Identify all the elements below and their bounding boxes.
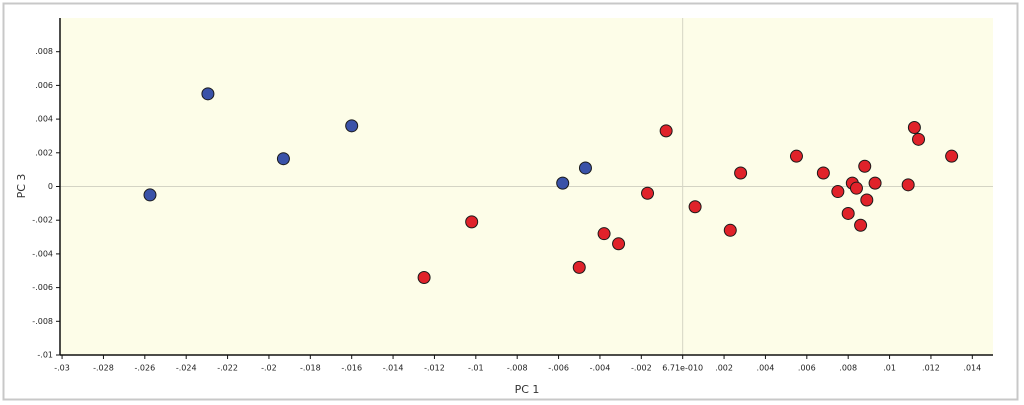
- x-tick-label: -.016: [341, 364, 362, 373]
- x-tick-label: -.012: [424, 364, 445, 373]
- point: [276, 152, 290, 166]
- point: [659, 124, 673, 138]
- point: [831, 185, 845, 199]
- y-tick-label: -.004: [32, 249, 53, 258]
- x-tick-label: -.004: [590, 364, 611, 373]
- point: [578, 161, 592, 175]
- point: [688, 200, 702, 214]
- x-tick-label: .006: [798, 364, 816, 373]
- point: [143, 188, 157, 202]
- y-tick-label: -.002: [32, 216, 53, 225]
- y-tick-label: -.01: [37, 351, 53, 360]
- point: [849, 181, 863, 195]
- point: [945, 149, 959, 163]
- point: [556, 176, 570, 190]
- x-tick-label: -.02: [261, 364, 277, 373]
- point: [345, 119, 359, 133]
- x-axis-title: PC 1: [515, 383, 540, 396]
- x-tick-label: -.008: [507, 364, 528, 373]
- point: [912, 132, 926, 146]
- x-tick-label: -.018: [300, 364, 321, 373]
- point: [854, 218, 868, 232]
- x-tick-label: .01: [883, 364, 896, 373]
- point: [641, 186, 655, 200]
- x-tick-label: -.03: [54, 364, 70, 373]
- x-tick-label: .008: [839, 364, 857, 373]
- point: [723, 223, 737, 237]
- x-tick-label: 6.71e-010: [662, 364, 703, 373]
- point: [417, 270, 431, 284]
- x-tick-label: -.006: [548, 364, 569, 373]
- point: [789, 149, 803, 163]
- point: [201, 87, 215, 101]
- point: [612, 237, 626, 251]
- y-tick-label: .002: [35, 148, 53, 157]
- point: [816, 166, 830, 180]
- y-tick-label: .004: [35, 115, 53, 124]
- point: [858, 159, 872, 173]
- x-tick-label: .004: [757, 364, 775, 373]
- point: [907, 121, 921, 135]
- point: [868, 176, 882, 190]
- x-tick-label: -.028: [93, 364, 114, 373]
- x-tick-label: -.024: [176, 364, 197, 373]
- point: [572, 260, 586, 274]
- x-tick-label: -.002: [631, 364, 652, 373]
- y-tick-label: 0: [48, 182, 53, 191]
- x-tick-label: -.014: [383, 364, 404, 373]
- y-axis-title: PC 3: [15, 174, 28, 199]
- x-tick-label: -.026: [134, 364, 155, 373]
- x-tick-label: -.01: [468, 364, 484, 373]
- x-tick-label: .002: [715, 364, 733, 373]
- x-tick-label: .012: [922, 364, 940, 373]
- point: [597, 227, 611, 241]
- y-tick-label: .006: [35, 81, 53, 90]
- x-tick-label: .014: [963, 364, 981, 373]
- y-tick-label: -.008: [32, 317, 53, 326]
- y-tick-label: -.006: [32, 283, 53, 292]
- point: [465, 215, 479, 229]
- point: [841, 206, 855, 220]
- point: [860, 193, 874, 207]
- x-tick-label: -.022: [217, 364, 238, 373]
- point: [901, 178, 915, 192]
- point: [734, 166, 748, 180]
- y-tick-label: .008: [35, 47, 53, 56]
